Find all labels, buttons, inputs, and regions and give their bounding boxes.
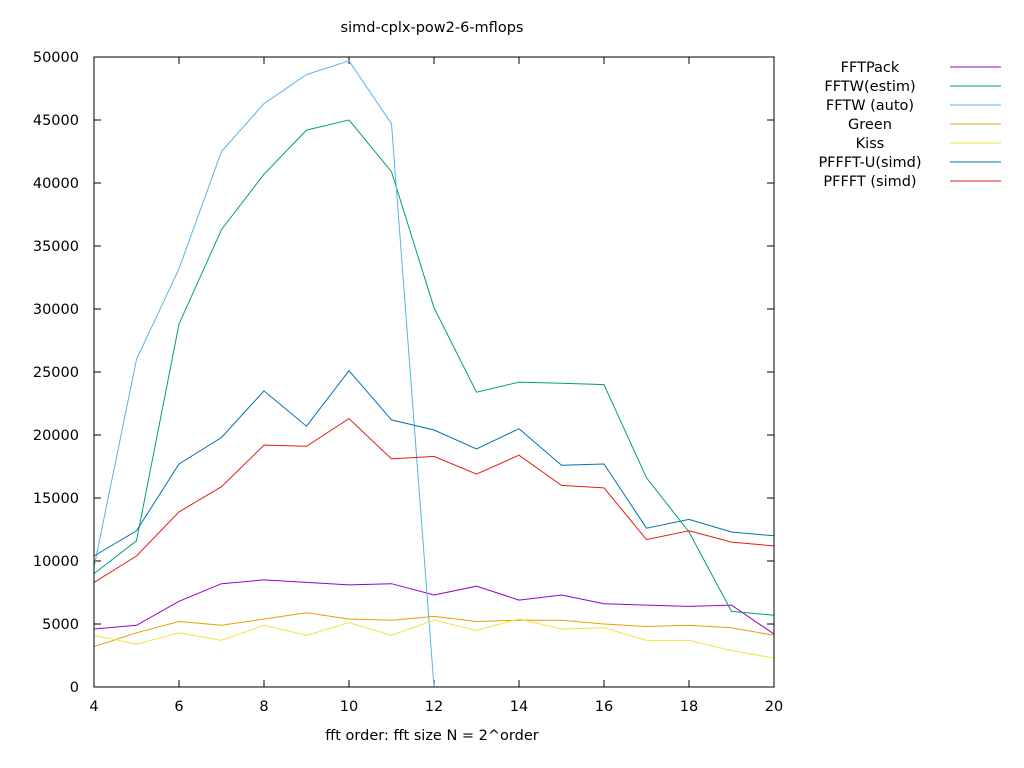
x-tick-label: 16 (595, 699, 613, 715)
y-tick-label: 20000 (33, 428, 79, 444)
plot-frame (93, 56, 775, 688)
series-line-pffft-u-simd (93, 369, 775, 557)
series-line-fftw-auto (93, 60, 435, 688)
series-line-green (93, 612, 775, 648)
plot-area (93, 60, 775, 688)
y-axis: 0 5000 10000 15000 20000 25000 30000 35000 40000… (33, 50, 774, 696)
legend-label-fftw-estim: FFTW(estim) (824, 79, 915, 95)
y-tick-label: 10000 (33, 554, 79, 570)
y-tick-label: 35000 (33, 239, 79, 255)
legend-label-pffft-u-simd: PFFFT-U(simd) (818, 155, 921, 171)
chart-title: simd-cplx-pow2-6-mflops (341, 20, 524, 36)
y-tick-label: 5000 (42, 617, 79, 633)
y-tick-label: 15000 (33, 491, 79, 507)
series-line-fftpack (93, 579, 775, 635)
series-line-fftw-estim (93, 119, 775, 616)
x-tick-label: 12 (425, 699, 443, 715)
y-tick-label: 25000 (33, 365, 79, 381)
x-tick-label: 20 (765, 699, 783, 715)
series-line-kiss (93, 618, 775, 659)
x-tick-label: 10 (340, 699, 358, 715)
x-axis-label: fft order: fft size N = 2^order (325, 728, 538, 744)
y-tick-label: 40000 (33, 176, 79, 192)
legend-label-green: Green (848, 117, 892, 133)
legend-label-pffft-simd: PFFFT (simd) (823, 174, 916, 190)
x-tick-label: 6 (174, 699, 183, 715)
x-tick-label: 8 (259, 699, 268, 715)
legend: FFTPack FFTW(estim) FFTW (auto) Green Kiss PF… (818, 60, 1001, 190)
legend-label-fftpack: FFTPack (841, 60, 900, 76)
legend-label-kiss: Kiss (856, 136, 885, 152)
x-tick-label: 14 (510, 699, 528, 715)
legend-label-fftw-auto: FFTW (auto) (826, 98, 914, 114)
y-tick-label: 50000 (33, 50, 79, 66)
x-tick-label: 18 (680, 699, 698, 715)
x-tick-label: 4 (89, 699, 98, 715)
y-tick-label: 0 (70, 680, 79, 696)
y-tick-label: 30000 (33, 302, 79, 318)
y-tick-label: 45000 (33, 113, 79, 129)
series-line-pffft-simd (93, 417, 775, 583)
